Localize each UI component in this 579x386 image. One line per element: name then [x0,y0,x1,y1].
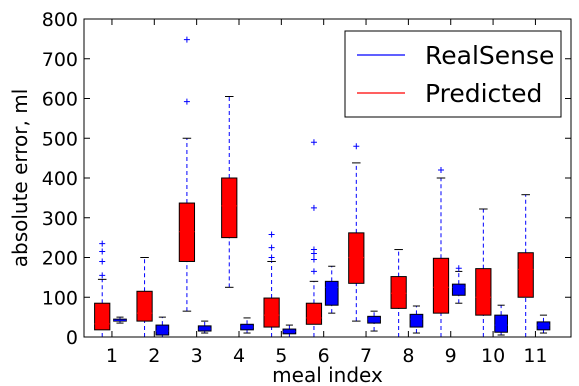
x-tick-label: 6 [318,345,330,367]
outlier-point [268,254,275,261]
outlier-point [99,240,106,247]
y-tick-label: 700 [42,49,78,71]
box-realsense [536,314,551,334]
x-tick-label: 2 [148,345,160,367]
y-tick-label: 0 [66,327,78,349]
y-tick-label: 300 [42,208,78,230]
box-predicted [517,194,534,338]
y-axis-label: absolute error, ml [8,89,32,268]
box-predicted-iqr [94,302,111,331]
x-axis-label: meal index [272,363,383,386]
x-tick-label: 5 [275,345,287,367]
box-realsense [494,304,508,336]
outlier-point [99,258,106,265]
box-predicted [136,257,153,338]
x-tick-label: 11 [523,345,547,367]
outlier-point [99,248,106,255]
box-predicted [263,231,280,338]
box-realsense [197,320,212,334]
legend-label-realsense: RealSense [425,41,554,70]
box-predicted [178,36,196,312]
box-predicted [305,139,323,338]
x-tick-label: 10 [481,345,505,367]
box-predicted [432,167,450,338]
y-tick-label: 400 [42,168,78,190]
outlier-point [183,36,190,43]
box-predicted-iqr [432,257,450,314]
box-predicted-iqr [221,177,238,239]
x-tick-label: 7 [360,345,372,367]
x-tick-label: 8 [402,345,414,367]
chart-marks [94,36,551,338]
box-realsense-iqr [324,280,339,306]
outlier-point [99,272,106,279]
legend-label-predicted: Predicted [425,79,542,108]
box-predicted [348,143,365,322]
box-realsense-iqr [451,283,466,296]
box-realsense [409,305,424,334]
x-tick-label: 9 [445,345,457,367]
outlier-point [310,268,317,275]
axes: 0 100 200 300 400 500 600 700 800 1 2 3 4 5 6 7 8 9 10 11 [42,9,571,367]
box-realsense [367,310,381,332]
x-tick-label: 1 [106,345,118,367]
outlier-point [268,244,275,251]
legend: RealSense Predicted [344,30,562,118]
outlier-point [310,246,317,253]
x-tick-label: 4 [233,345,245,367]
outlier-point [268,231,275,238]
box-predicted-iqr [305,302,323,325]
box-predicted [475,208,492,338]
box-predicted [390,249,407,338]
y-tick-label: 600 [42,89,78,111]
box-predicted [94,240,111,338]
box-realsense [324,265,339,314]
box-predicted-iqr [390,276,407,309]
box-realsense-iqr [155,324,170,336]
y-tick-label: 200 [42,248,78,270]
box-realsense [240,317,254,334]
box-predicted [221,96,238,288]
y-tick-label: 800 [42,9,78,31]
box-realsense [282,324,297,338]
box-realsense [113,316,127,324]
box-realsense-iqr [494,314,508,333]
box-realsense-iqr [409,313,424,328]
outlier-point [353,143,360,150]
box-predicted-iqr [517,252,534,298]
box-realsense-iqr [536,321,551,331]
outlier-point [310,256,317,263]
outlier-point [310,204,317,211]
outlier-point [455,265,462,272]
outlier-point [437,167,444,174]
box-realsense [155,316,170,338]
legend-box [344,30,562,118]
box-predicted-iqr [475,268,492,316]
y-tick-label: 500 [42,128,78,150]
x-tick-label: 3 [191,345,203,367]
outlier-point [183,98,190,105]
box-predicted-iqr [263,297,280,328]
outlier-point [310,139,317,146]
y-tick-label: 100 [42,287,78,309]
box-realsense [451,265,466,304]
box-predicted-iqr [136,290,153,322]
